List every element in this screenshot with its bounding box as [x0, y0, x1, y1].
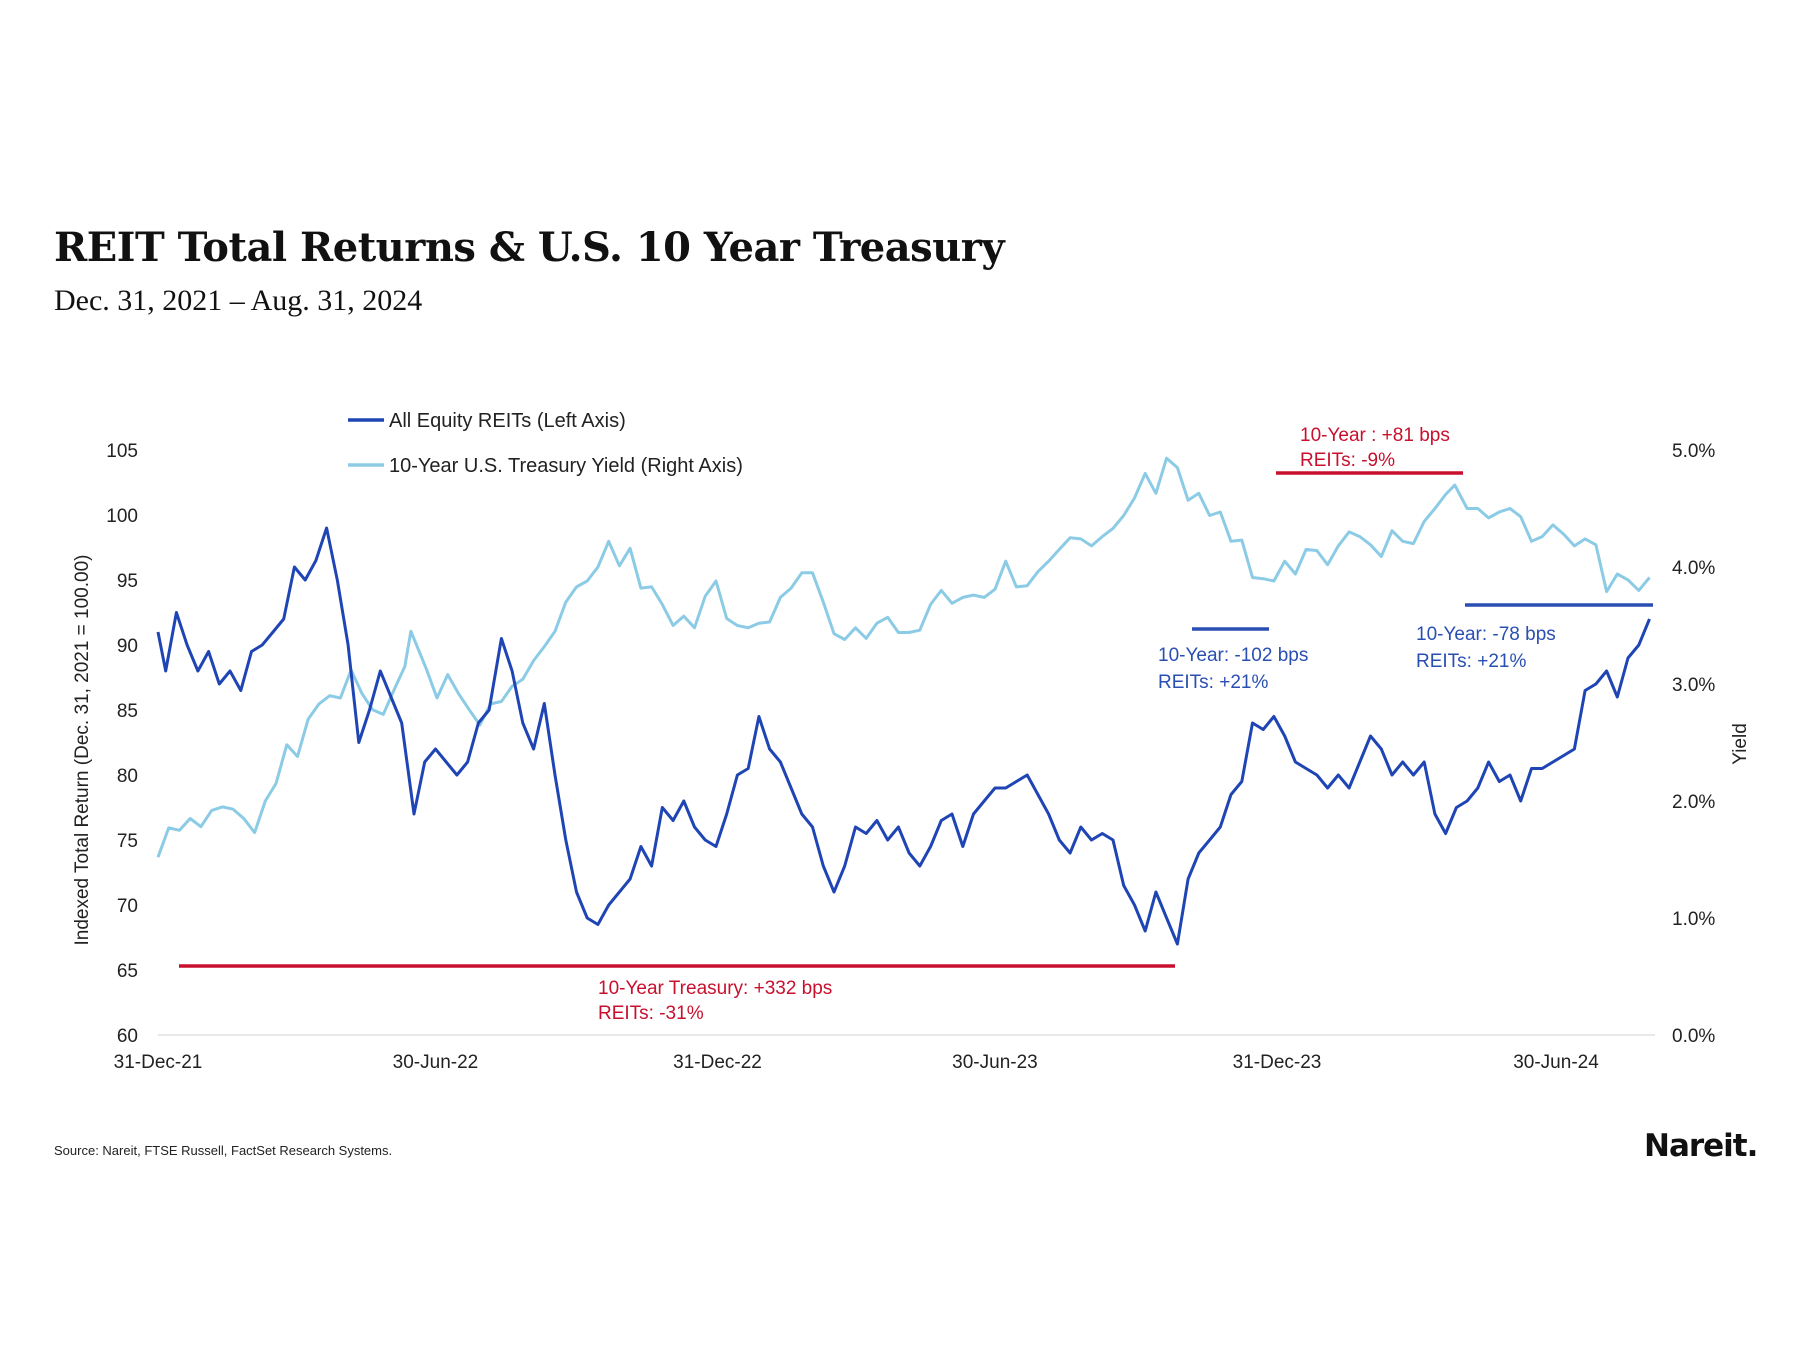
- annotation-text: REITs: -31%: [598, 1003, 704, 1024]
- x-tick-label: 31-Dec-21: [114, 1052, 203, 1073]
- legend-label-reits: All Equity REITs (Left Axis): [389, 410, 626, 432]
- reits-series: [156, 526, 1651, 946]
- right-tick-label: 4.0%: [1672, 558, 1715, 579]
- annotation-text: 10-Year Treasury: +332 bps: [598, 978, 832, 999]
- legend-label-treasury: 10-Year U.S. Treasury Yield (Right Axis): [389, 455, 743, 477]
- x-axis-ticks: 31-Dec-21 30-Jun-22 31-Dec-22 30-Jun-23 31-D…: [114, 1052, 1600, 1073]
- annotation-text: 10-Year: -78 bps: [1416, 624, 1556, 645]
- x-tick-label: 31-Dec-22: [673, 1052, 762, 1073]
- left-tick-label: 75: [117, 831, 138, 852]
- nareit-logo: Nareit.: [1644, 1128, 1758, 1164]
- x-tick-label: 30-Jun-24: [1513, 1052, 1599, 1073]
- left-tick-label: 60: [117, 1026, 138, 1047]
- left-tick-label: 70: [117, 896, 138, 917]
- reits-line: [156, 526, 1651, 946]
- annotation-text: REITs: +21%: [1416, 651, 1526, 672]
- left-tick-label: 65: [117, 961, 138, 982]
- annotation-full-period: 10-Year Treasury: +332 bps REITs: -31%: [179, 964, 1175, 1024]
- source-note: Source: Nareit, FTSE Russell, FactSet Re…: [54, 1143, 393, 1158]
- left-tick-label: 90: [117, 636, 138, 657]
- left-axis-label: Indexed Total Return (Dec. 31, 2021 = 10…: [72, 555, 93, 946]
- right-tick-label: 2.0%: [1672, 792, 1715, 813]
- legend: All Equity REITs (Left Axis) 10-Year U.S…: [348, 410, 743, 477]
- left-tick-label: 80: [117, 766, 138, 787]
- left-tick-label: 100: [106, 506, 138, 527]
- series-group: [156, 456, 1651, 946]
- right-axis-label: Yield: [1730, 723, 1751, 765]
- annotation-text: 10-Year : +81 bps: [1300, 425, 1450, 446]
- x-tick-label: 30-Jun-22: [393, 1052, 479, 1073]
- annotation-text: 10-Year: -102 bps: [1158, 645, 1308, 666]
- left-axis-ticks: 60 65 70 75 80 85 90 95 100 105: [106, 441, 138, 1047]
- annotation-text: REITs: +21%: [1158, 672, 1268, 693]
- left-tick-label: 95: [117, 571, 138, 592]
- left-tick-label: 105: [106, 441, 138, 462]
- page-title: REIT Total Returns & U.S. 10 Year Treasu…: [54, 224, 1005, 271]
- annotation-period-four: 10-Year: -78 bps REITs: +21%: [1416, 603, 1653, 672]
- annotation-period-three: 10-Year : +81 bps REITs: -9%: [1276, 425, 1463, 475]
- annotation-text: REITs: -9%: [1300, 450, 1395, 471]
- right-tick-label: 3.0%: [1672, 675, 1715, 696]
- right-tick-label: 5.0%: [1672, 441, 1715, 462]
- treasury-series: [156, 456, 1651, 858]
- right-axis-ticks: 0.0% 1.0% 2.0% 3.0% 4.0% 5.0%: [1672, 441, 1715, 1047]
- page-subtitle: Dec. 31, 2021 – Aug. 31, 2024: [54, 284, 423, 317]
- left-tick-label: 85: [117, 701, 138, 722]
- x-tick-label: 31-Dec-23: [1233, 1052, 1322, 1073]
- annotation-period-two: 10-Year: -102 bps REITs: +21%: [1158, 627, 1308, 693]
- right-tick-label: 1.0%: [1672, 909, 1715, 930]
- right-tick-label: 0.0%: [1672, 1026, 1715, 1047]
- x-tick-label: 30-Jun-23: [952, 1052, 1038, 1073]
- treasury-line: [156, 456, 1651, 858]
